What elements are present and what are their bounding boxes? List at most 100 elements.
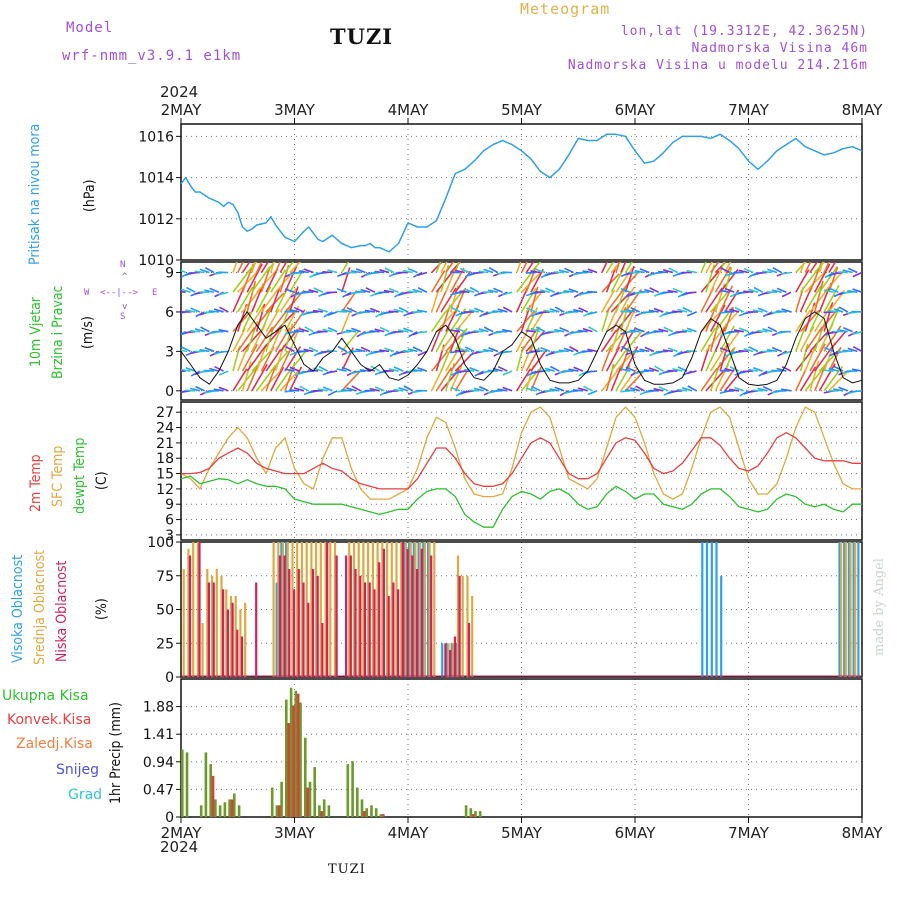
wind-arrow	[833, 308, 844, 313]
wind-arrow	[478, 328, 489, 333]
wind-arrow	[672, 310, 683, 313]
wind-arrow	[260, 305, 273, 332]
wind-arrow	[445, 262, 455, 273]
wind-arrow	[837, 328, 848, 333]
wind-arrow	[605, 262, 615, 273]
wind-arrow	[526, 307, 537, 313]
temp-ytick-label: 24	[156, 421, 174, 437]
wind-arrow	[369, 330, 380, 333]
cloud-bar-1	[206, 569, 209, 677]
wind-arrow	[181, 368, 191, 372]
wind-arrow	[686, 269, 697, 274]
wind-arrow	[700, 367, 718, 392]
cloud-bar-1	[315, 542, 318, 677]
wind-arrow	[658, 328, 669, 333]
wind-arrow	[464, 288, 475, 293]
wind-arrow	[317, 388, 328, 392]
wind-arrow	[360, 369, 371, 372]
cloud-bar-2	[240, 636, 244, 677]
wind-arrow	[303, 290, 314, 294]
wind-arrow	[365, 287, 376, 293]
precip-bar-0	[294, 690, 298, 817]
wind-arrow	[842, 326, 853, 333]
cloud-bar-1	[182, 569, 185, 677]
pressure-ytick-label: 1014	[138, 171, 174, 187]
wind-arrow	[724, 287, 735, 293]
wind-arrow	[445, 265, 458, 293]
wind-arrow	[237, 270, 259, 293]
precip-bar-0	[214, 799, 217, 817]
wind-arrow	[687, 385, 697, 392]
wind-arrow	[237, 343, 250, 372]
wind-arrow	[828, 262, 837, 273]
wind-arrow	[624, 305, 637, 332]
wind-arrow	[289, 262, 302, 274]
wind-arrow	[246, 280, 257, 313]
wind-arrow	[563, 290, 574, 294]
year-top: 2024	[160, 83, 199, 101]
wind-arrow	[525, 329, 536, 333]
cloud-bar-2	[198, 542, 201, 677]
wind-arrow	[487, 311, 498, 314]
wind-arrow	[733, 329, 744, 333]
wind-arrow	[795, 366, 808, 392]
wind-arrow	[497, 308, 508, 313]
cloud-bar-2	[326, 542, 329, 677]
wind-arrow	[804, 366, 826, 392]
wind-arrow	[809, 327, 832, 352]
wind-arrow	[208, 367, 220, 372]
wind-arrow	[757, 307, 768, 313]
wind-arrow	[341, 330, 359, 352]
cloud-bar-2	[283, 555, 286, 677]
wind-arrow	[502, 328, 513, 333]
wind-arrow	[284, 288, 295, 293]
wind-arrow	[572, 330, 584, 334]
wind-arrow	[402, 269, 413, 274]
wind-arrow	[289, 366, 300, 372]
precip-bar-1	[211, 775, 215, 817]
cloud-bar-2	[444, 643, 447, 678]
cloud-bar-2	[288, 569, 291, 677]
wind-arrow	[535, 326, 546, 333]
wind-arrow	[799, 262, 806, 273]
wind-arrow	[564, 267, 574, 274]
cloud-bar-0	[417, 542, 420, 677]
wind-arrow	[686, 327, 697, 333]
wind-arrow	[828, 287, 839, 293]
wind-arrow	[430, 270, 446, 293]
cloud-bar-1	[376, 542, 379, 677]
wind-arrow	[450, 329, 461, 333]
wind-arrow	[455, 327, 466, 333]
wind-arrow	[369, 307, 380, 313]
cloud-bar-1	[300, 542, 303, 677]
wind-arrow	[218, 386, 229, 392]
wind-arrow	[729, 366, 740, 372]
wind-arrow	[205, 266, 215, 274]
cloud-bar-0	[441, 643, 444, 678]
wind-arrow	[516, 271, 534, 293]
wind-arrow	[327, 349, 338, 353]
wind-arrow	[757, 271, 768, 274]
wind-arrow	[559, 326, 570, 333]
wind-arrow	[520, 328, 538, 352]
wind-arrow	[824, 346, 834, 353]
wind-arrow	[781, 350, 792, 356]
wind-arrow	[852, 368, 862, 372]
wind-arrow	[241, 287, 262, 313]
precip-bar-0	[204, 752, 208, 817]
wind-arrow	[274, 327, 291, 352]
station-title: TUZI	[330, 24, 394, 49]
wind-arrow	[573, 366, 584, 372]
precip-bar-1	[296, 693, 300, 817]
elevation: Nadmorska Visina 46m	[691, 41, 868, 56]
precip-legend-snow: Snijeg	[56, 762, 100, 778]
wind-arrow	[635, 385, 645, 392]
cloud-bar-2	[255, 582, 258, 677]
wind-arrow	[544, 309, 555, 313]
wind-arrow	[497, 388, 508, 392]
wind-arrow	[341, 389, 352, 392]
wind-arrow	[573, 308, 584, 313]
wind-arrow	[587, 390, 598, 396]
cloud-bar-0	[852, 542, 855, 677]
wind-arrow	[251, 262, 257, 273]
